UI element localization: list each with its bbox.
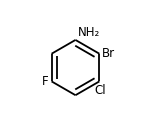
Text: Cl: Cl <box>95 83 106 96</box>
Text: Br: Br <box>102 47 115 60</box>
Text: F: F <box>42 75 49 88</box>
Text: NH₂: NH₂ <box>78 26 100 39</box>
